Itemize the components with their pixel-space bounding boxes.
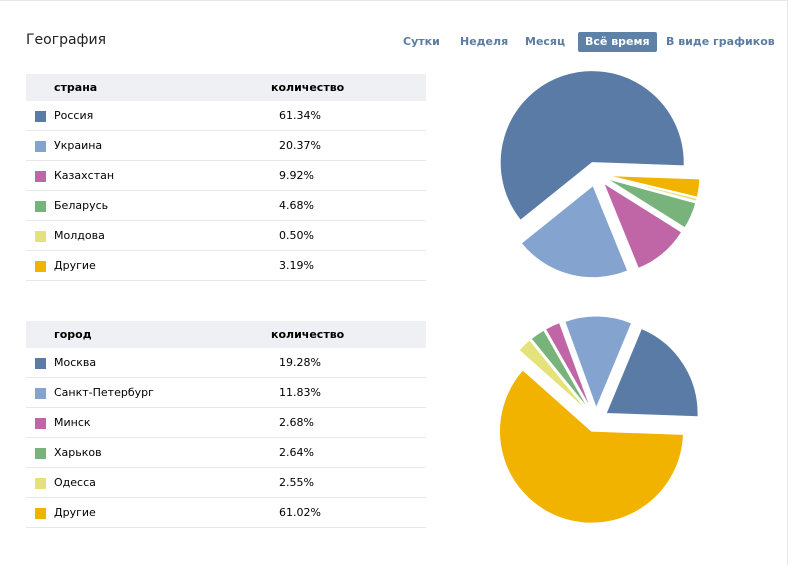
table-row: Казахстан 9.92%: [26, 161, 426, 191]
legend-swatch: [35, 388, 46, 399]
country-percent: 61.34%: [279, 109, 321, 122]
city-name: Другие: [54, 506, 96, 519]
table-row: Молдова 0.50%: [26, 221, 426, 251]
country-percent: 20.37%: [279, 139, 321, 152]
pie-slice-россия: [499, 70, 685, 221]
country-name: Россия: [54, 109, 94, 122]
pie-slice-москва: [605, 327, 699, 418]
pie-slice-украина: [520, 184, 629, 279]
legend-swatch: [35, 231, 46, 242]
cities-pie-chart: [499, 315, 699, 524]
country-percent: 3.19%: [279, 259, 314, 272]
city-percent: 2.55%: [279, 476, 314, 489]
table-row: Другие 3.19%: [26, 251, 426, 281]
country-name: Молдова: [54, 229, 105, 242]
table-row: Харьков 2.64%: [26, 438, 426, 468]
city-name: Минск: [54, 416, 91, 429]
legend-swatch: [35, 111, 46, 122]
table-row: Москва 19.28%: [26, 348, 426, 378]
country-name: Беларусь: [54, 199, 109, 212]
pie-slice-санкт-петербург: [564, 315, 633, 410]
count-column-header: количество: [271, 328, 345, 341]
tab-day[interactable]: Сутки: [403, 35, 440, 48]
legend-swatch: [35, 448, 46, 459]
table-row: Одесса 2.55%: [26, 468, 426, 498]
countries-pie-chart: [499, 70, 701, 279]
tab-week[interactable]: Неделя: [460, 35, 509, 48]
legend-swatch: [35, 261, 46, 272]
top-divider: [0, 0, 788, 1]
table-row: Россия 61.34%: [26, 101, 426, 131]
period-tabs: Сутки Неделя Месяц Всё время В виде граф…: [390, 32, 775, 52]
cities-table-header: город количество: [26, 321, 426, 348]
legend-swatch: [35, 418, 46, 429]
country-column-header: страна: [54, 81, 98, 94]
city-percent: 11.83%: [279, 386, 321, 399]
city-percent: 2.64%: [279, 446, 314, 459]
pie-slice-одесса: [518, 339, 589, 412]
pie-slice-другие: [607, 175, 701, 198]
country-percent: 9.92%: [279, 169, 314, 182]
pie-slice-беларусь: [606, 178, 697, 229]
count-column-header: количество: [271, 81, 345, 94]
legend-swatch: [35, 141, 46, 152]
city-name: Харьков: [54, 446, 102, 459]
tab-month[interactable]: Месяц: [525, 35, 566, 48]
country-name: Украина: [54, 139, 103, 152]
pie-slice-минск: [544, 322, 592, 410]
legend-swatch: [35, 201, 46, 212]
page-title: География: [26, 32, 107, 48]
tab-all-time[interactable]: Всё время: [578, 32, 657, 52]
city-name: Москва: [54, 356, 97, 369]
city-percent: 19.28%: [279, 356, 321, 369]
city-percent: 61.02%: [279, 506, 321, 519]
cities-table: город количество Москва 19.28% Санкт-Пет…: [26, 321, 426, 528]
legend-swatch: [35, 508, 46, 519]
countries-table: страна количество Россия 61.34% Украина …: [26, 74, 426, 281]
country-percent: 0.50%: [279, 229, 314, 242]
table-row: Другие 61.02%: [26, 498, 426, 528]
legend-swatch: [35, 358, 46, 369]
city-column-header: город: [54, 328, 92, 341]
pie-slice-казахстан: [602, 181, 683, 270]
country-percent: 4.68%: [279, 199, 314, 212]
city-name: Одесса: [54, 476, 96, 489]
country-name: Казахстан: [54, 169, 115, 182]
country-name: Другие: [54, 259, 96, 272]
city-name: Санкт-Петербург: [54, 386, 154, 399]
pie-slice-другие: [499, 369, 684, 524]
city-percent: 2.68%: [279, 416, 314, 429]
legend-swatch: [35, 171, 46, 182]
tab-graphs-view[interactable]: В виде графиков: [666, 35, 775, 48]
table-row: Минск 2.68%: [26, 408, 426, 438]
pie-slice-молдова: [607, 176, 698, 202]
table-row: Украина 20.37%: [26, 131, 426, 161]
table-row: Санкт-Петербург 11.83%: [26, 378, 426, 408]
table-row: Беларусь 4.68%: [26, 191, 426, 221]
legend-swatch: [35, 478, 46, 489]
countries-table-header: страна количество: [26, 74, 426, 101]
pie-slice-харьков: [530, 329, 590, 411]
